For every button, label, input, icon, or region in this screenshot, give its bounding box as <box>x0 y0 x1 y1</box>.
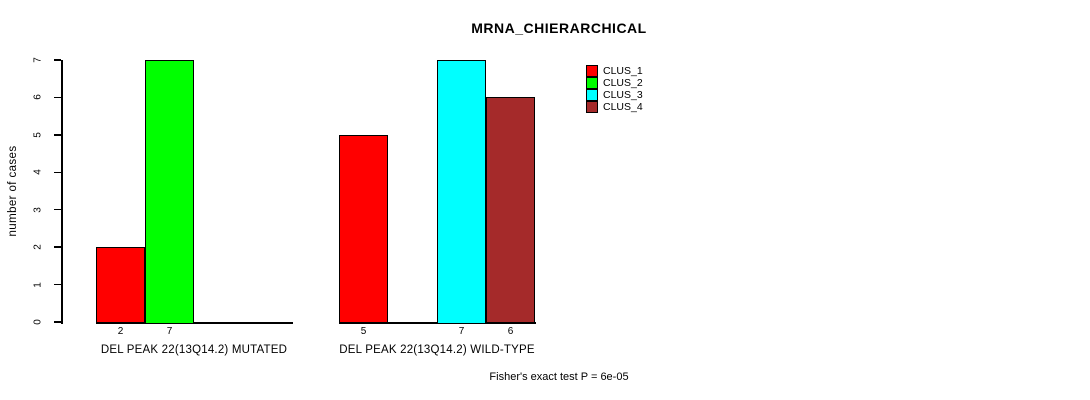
y-tick <box>54 134 61 136</box>
legend-swatch-icon <box>586 65 598 77</box>
bar-CLUS_3 <box>437 60 486 324</box>
legend-label: CLUS_1 <box>603 65 643 77</box>
y-tick <box>54 96 61 99</box>
y-tick <box>54 208 61 211</box>
bar-CLUS_1 <box>96 247 145 324</box>
y-tick <box>54 59 61 61</box>
legend-label: CLUS_4 <box>603 101 643 113</box>
bar-value-label: 5 <box>360 326 367 337</box>
y-tick-label: 7 <box>32 57 44 63</box>
y-tick-label: 4 <box>32 169 44 176</box>
y-tick-label: 3 <box>32 206 44 213</box>
bar-CLUS_2 <box>145 60 194 324</box>
y-tick-label: 2 <box>32 244 44 250</box>
legend-label: CLUS_3 <box>603 89 643 101</box>
chart-title: MRNA_CHIERARCHICAL <box>471 20 647 36</box>
bar-value-label: 7 <box>458 326 465 337</box>
legend-item-CLUS_2: CLUS_2 <box>586 77 643 89</box>
bar-CLUS_1 <box>339 134 388 324</box>
bar-value-label: 2 <box>117 326 124 337</box>
y-tick-label: 6 <box>32 94 44 101</box>
bar-value-label: 6 <box>507 326 514 337</box>
legend-item-CLUS_4: CLUS_4 <box>586 101 643 113</box>
y-tick-label: 1 <box>32 281 44 288</box>
legend: CLUS_1 CLUS_2 CLUS_3 CLUS_4 <box>586 65 643 113</box>
y-tick <box>54 171 61 174</box>
legend-swatch-icon <box>586 89 598 101</box>
x-axis-line <box>96 322 293 324</box>
y-tick <box>54 246 61 248</box>
y-tick <box>54 283 61 286</box>
group-label: DEL PEAK 22(13Q14.2) MUTATED <box>100 344 288 356</box>
legend-item-CLUS_3: CLUS_3 <box>586 89 643 101</box>
group-label: DEL PEAK 22(13Q14.2) WILD-TYPE <box>339 344 535 356</box>
y-tick-label: 5 <box>32 132 44 138</box>
legend-label: CLUS_2 <box>603 77 643 89</box>
bar-value-label: 7 <box>166 326 173 337</box>
fisher-test-annotation: Fisher's exact test P = 6e-05 <box>489 371 629 383</box>
y-axis-line <box>61 60 63 324</box>
legend-swatch-icon <box>586 101 598 113</box>
y-tick <box>54 321 61 323</box>
bar-CLUS_4 <box>486 97 535 324</box>
legend-swatch-icon <box>586 77 598 89</box>
legend-item-CLUS_1: CLUS_1 <box>586 65 643 77</box>
y-tick-label: 0 <box>32 319 44 325</box>
